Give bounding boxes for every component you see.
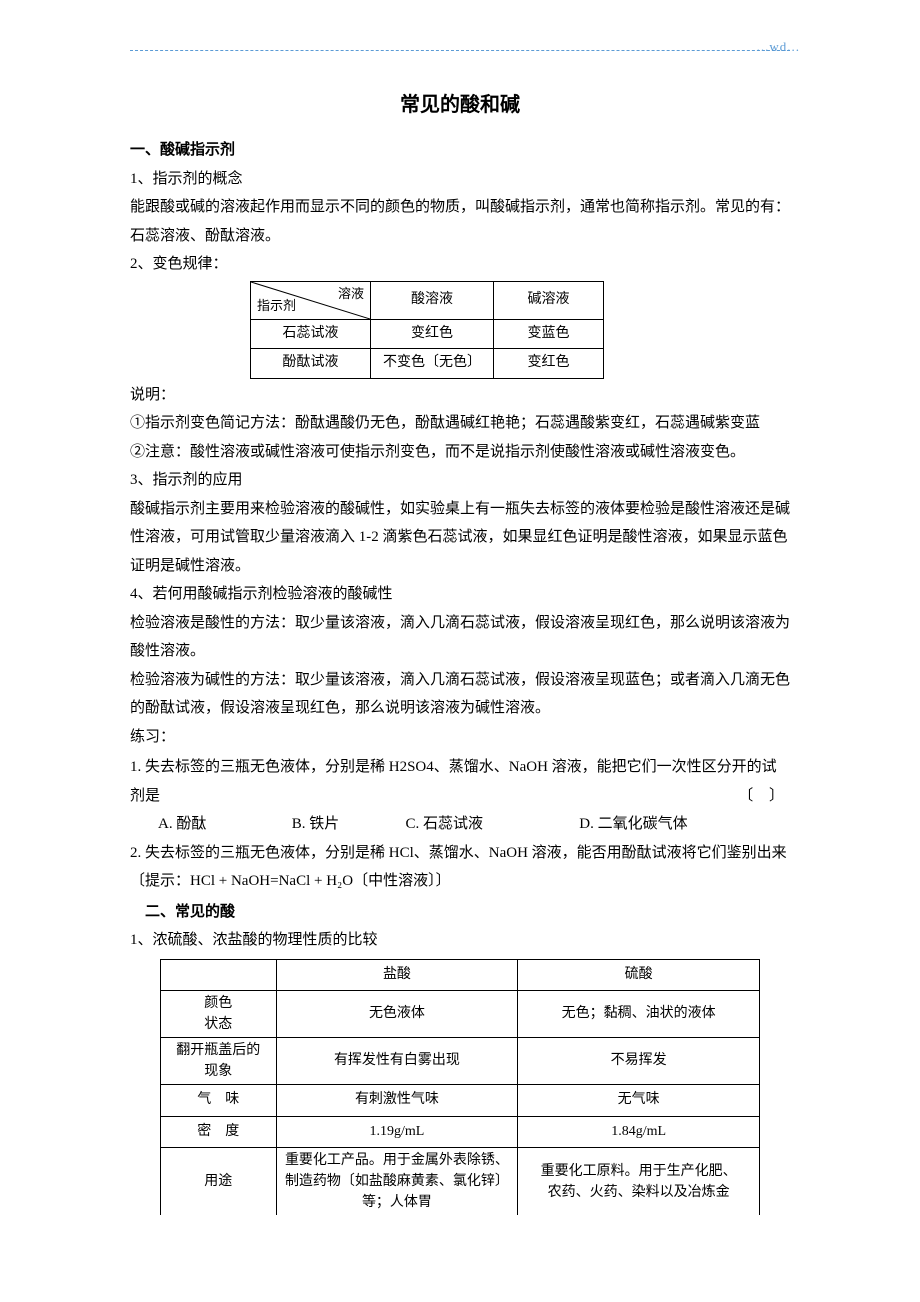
col-h2so4: 硫酸 bbox=[518, 959, 760, 991]
col-base: 碱溶液 bbox=[494, 281, 604, 319]
diag-bot: 指示剂 bbox=[257, 294, 296, 319]
cell: 不易挥发 bbox=[518, 1038, 760, 1085]
section-2-head: 二、常见的酸 bbox=[130, 898, 790, 927]
cell: 重要化工产品。用于金属外表除锈、制造药物〔如盐酸麻黄素、氯化锌〕等；人体胃 bbox=[276, 1148, 518, 1216]
row-l1: 翻开瓶盖后的 bbox=[176, 1043, 260, 1058]
cell: 有挥发性有白雾出现 bbox=[276, 1038, 518, 1085]
row-density: 密 度 bbox=[161, 1116, 277, 1148]
sec1-p2: 能跟酸或碱的溶液起作用而显示不同的颜色的物质，叫酸碱指示剂，通常也简称指示剂。常… bbox=[130, 193, 790, 250]
cell: 变红色 bbox=[371, 319, 494, 349]
row-l2: 状态 bbox=[204, 1017, 232, 1032]
row-litmus: 石蕊试液 bbox=[251, 319, 371, 349]
sec1-p5: ①指示剂变色简记方法：酚酞遇酸仍无色，酚酞遇碱红艳艳；石蕊遇酸紫变红，石蕊遇碱紫… bbox=[130, 409, 790, 438]
ex1-text: 1. 失去标签的三瓶无色液体，分别是稀 H2SO4、蒸馏水、NaOH 溶液，能把… bbox=[130, 759, 777, 804]
cell: 1.19g/mL bbox=[276, 1116, 518, 1148]
cell: 有刺激性气味 bbox=[276, 1085, 518, 1117]
cell: 无色液体 bbox=[276, 991, 518, 1038]
sec1-p7: 3、指示剂的应用 bbox=[130, 466, 790, 495]
row-open-bottle: 翻开瓶盖后的 现象 bbox=[161, 1038, 277, 1085]
row-l1: 颜色 bbox=[204, 996, 232, 1011]
header-wd-label: ...wd... bbox=[757, 35, 800, 60]
diag-top: 溶液 bbox=[338, 282, 364, 307]
header-divider: ...wd... bbox=[130, 50, 790, 51]
row-color-state: 颜色 状态 bbox=[161, 991, 277, 1038]
row-smell: 气 味 bbox=[161, 1085, 277, 1117]
opt-a: A. 酚酞 bbox=[158, 810, 288, 839]
sec1-p3: 2、变色规律： bbox=[130, 250, 790, 279]
empty-cell bbox=[161, 959, 277, 991]
exercise-1: 1. 失去标签的三瓶无色液体，分别是稀 H2SO4、蒸馏水、NaOH 溶液，能把… bbox=[130, 753, 790, 810]
section-1-head: 一、酸碱指示剂 bbox=[130, 136, 790, 165]
row-l2: 现象 bbox=[204, 1064, 232, 1079]
cell: 变红色 bbox=[494, 349, 604, 379]
sec2-p1: 1、浓硫酸、浓盐酸的物理性质的比较 bbox=[130, 926, 790, 955]
sec1-p4: 说明： bbox=[130, 381, 790, 410]
table-diag-header: 溶液 指示剂 bbox=[251, 281, 371, 319]
opt-d: D. 二氧化碳气体 bbox=[579, 810, 687, 839]
sec1-p8: 酸碱指示剂主要用来检验溶液的酸碱性，如实验桌上有一瓶失去标签的液体要检验是酸性溶… bbox=[130, 495, 790, 581]
sec1-p9: 4、若何用酸碱指示剂检验溶液的酸碱性 bbox=[130, 580, 790, 609]
opt-b: B. 铁片 bbox=[292, 810, 402, 839]
col-acid: 酸溶液 bbox=[371, 281, 494, 319]
acid-compare-table: 盐酸 硫酸 颜色 状态 无色液体 无色；黏稠、油状的液体 翻开瓶盖后的 现象 有… bbox=[160, 959, 760, 1216]
page-title: 常见的酸和碱 bbox=[130, 86, 790, 124]
indicator-table: 溶液 指示剂 酸溶液 碱溶液 石蕊试液 变红色 变蓝色 酚酞试液 不变色〔无色〕… bbox=[250, 281, 604, 379]
col-hcl: 盐酸 bbox=[276, 959, 518, 991]
sec1-p1: 1、指示剂的概念 bbox=[130, 165, 790, 194]
exercise-head: 练习： bbox=[130, 723, 790, 752]
cell: 无气味 bbox=[518, 1085, 760, 1117]
cell: 变蓝色 bbox=[494, 319, 604, 349]
row-phenol: 酚酞试液 bbox=[251, 349, 371, 379]
exercise-1-options: A. 酚酞 B. 铁片 C. 石蕊试液 D. 二氧化碳气体 bbox=[130, 810, 790, 839]
answer-blank: 〔 〕 bbox=[738, 782, 790, 811]
cell: 重要化工原料。用于生产化肥、 农药、火药、染料以及冶炼金 bbox=[518, 1148, 760, 1216]
cell: 1.84g/mL bbox=[518, 1116, 760, 1148]
cell: 无色；黏稠、油状的液体 bbox=[518, 991, 760, 1038]
cell: 不变色〔无色〕 bbox=[371, 349, 494, 379]
exercise-2: 2. 失去标签的三瓶无色液体，分别是稀 HCl、蒸馏水、NaOH 溶液，能否用酚… bbox=[130, 839, 790, 896]
opt-c: C. 石蕊试液 bbox=[406, 810, 576, 839]
sec1-p6: ②注意：酸性溶液或碱性溶液可使指示剂变色，而不是说指示剂使酸性溶液或碱性溶液变色… bbox=[130, 438, 790, 467]
sec1-p10: 检验溶液是酸性的方法：取少量该溶液，滴入几滴石蕊试液，假设溶液呈现红色，那么说明… bbox=[130, 609, 790, 666]
sec1-p11: 检验溶液为碱性的方法：取少量该溶液，滴入几滴石蕊试液，假设溶液呈现蓝色；或者滴入… bbox=[130, 666, 790, 723]
row-usage: 用途 bbox=[161, 1148, 277, 1216]
